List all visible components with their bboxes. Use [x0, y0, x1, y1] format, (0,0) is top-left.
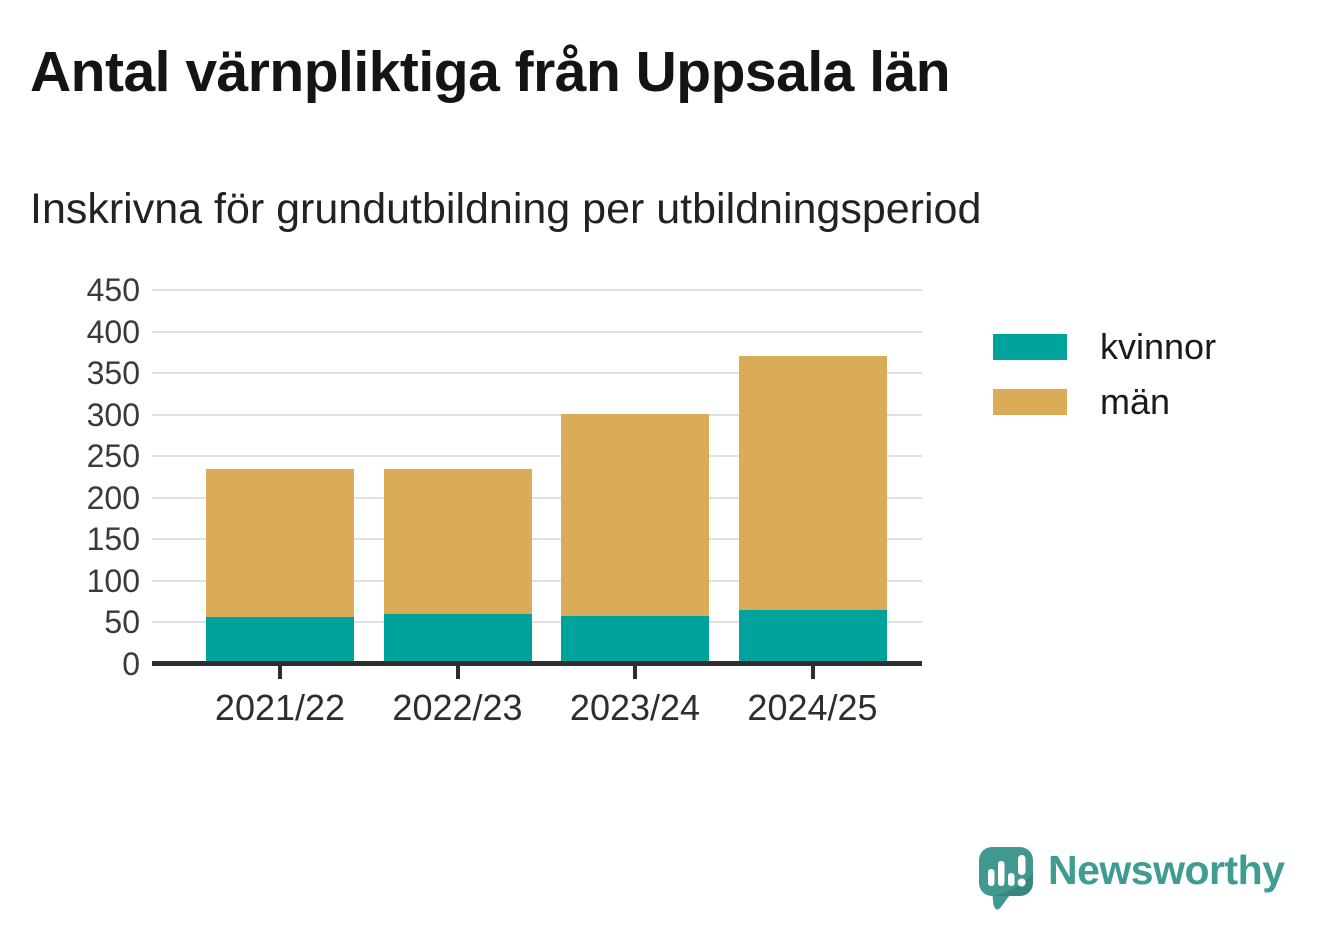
gridline-50	[152, 621, 922, 624]
x-axis-label-2021-22: 2021/22	[214, 687, 346, 728]
logo-exclamation-dot	[1017, 878, 1026, 887]
gridline-150	[152, 538, 922, 541]
gridline-100	[152, 579, 922, 582]
x-axis-label-2022-23: 2022/23	[392, 687, 523, 728]
bar-2024-25-kvinnor	[738, 609, 887, 664]
y-axis-tick-label: 350	[86, 355, 140, 392]
x-axis-line	[152, 661, 922, 666]
bar-2021-22-kvinnor	[206, 616, 354, 664]
y-axis-tick-label: 150	[86, 521, 140, 558]
legend: kvinnor män	[993, 329, 1216, 444]
logo-bar-2	[998, 861, 1005, 886]
x-axis-label-2023-24: 2023/24	[569, 687, 701, 728]
x-axis-tick	[633, 666, 637, 679]
legend-swatch-kvinnor	[993, 334, 1067, 360]
legend-item-kvinnor: kvinnor	[993, 329, 1216, 365]
newsworthy-logo-text: Newsworthy	[1048, 847, 1285, 893]
gridline-400	[152, 330, 922, 333]
logo-bar-1	[988, 869, 995, 886]
gridline-300	[152, 413, 922, 416]
y-axis-tick-label: 0	[122, 646, 140, 682]
legend-item-män: män	[993, 384, 1216, 420]
bar-2023-24-kvinnor	[561, 615, 709, 664]
bar-2021-22-män	[206, 468, 354, 617]
y-axis-tick-label: 450	[86, 272, 140, 308]
y-axis-tick-label: 300	[86, 396, 140, 433]
logo-exclamation-line	[1018, 855, 1026, 875]
newsworthy-branding: Newsworthy	[978, 846, 1285, 918]
x-axis-tick	[278, 666, 282, 679]
gridline-200	[152, 496, 922, 499]
chart-subtitle: Inskrivna för grundutbildning per utbild…	[30, 185, 982, 233]
gridline-250	[152, 455, 922, 458]
y-axis-tick-label: 100	[86, 562, 140, 599]
bar-2022-23-kvinnor	[383, 614, 532, 664]
legend-swatch-män	[993, 389, 1067, 415]
legend-label: män	[1100, 381, 1171, 422]
x-axis-label-2024-25: 2024/25	[747, 687, 878, 728]
y-axis-tick-label: 50	[104, 604, 140, 641]
x-axis-tick	[455, 666, 460, 679]
y-axis-tick-label: 200	[86, 479, 140, 516]
gridline-450	[152, 289, 922, 291]
gridline-350	[152, 372, 922, 375]
chart-title: Antal värnpliktiga från Uppsala län	[30, 40, 951, 104]
logo-bubble-tail	[992, 890, 1012, 910]
logo-bar-3	[1008, 873, 1015, 886]
bar-2023-24-män	[561, 413, 709, 616]
legend-label: kvinnor	[1100, 326, 1217, 367]
x-axis-tick	[810, 666, 815, 679]
newsworthy-logo-icon	[979, 847, 1033, 910]
bar-2022-23-män	[383, 468, 532, 615]
bar-2024-25-män	[738, 355, 887, 610]
y-axis-tick-label: 400	[86, 313, 140, 350]
y-axis-tick-label: 250	[86, 438, 140, 475]
